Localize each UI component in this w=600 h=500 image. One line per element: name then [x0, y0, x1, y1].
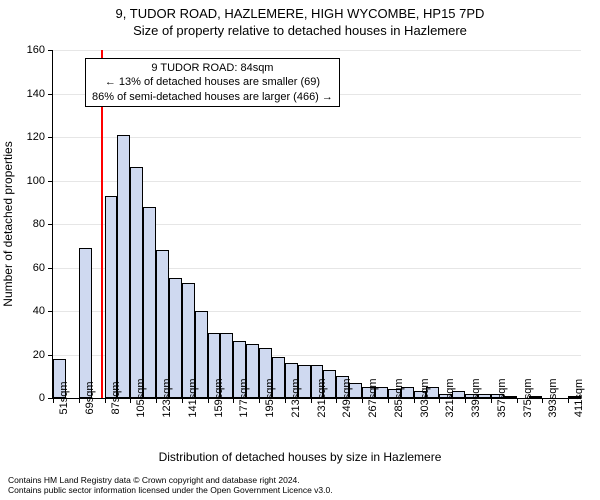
histogram-bar	[105, 196, 118, 398]
page-subtitle: Size of property relative to detached ho…	[0, 21, 600, 38]
x-tick-mark	[208, 398, 209, 403]
x-tick-mark	[517, 398, 518, 403]
footer-line-2: Contains public sector information licen…	[8, 485, 333, 496]
x-tick-mark	[414, 398, 415, 403]
y-tick-label: 40	[33, 305, 53, 317]
x-tick-label: 159sqm	[211, 378, 225, 417]
x-tick-label: 231sqm	[314, 378, 328, 417]
x-tick-label: 51sqm	[56, 381, 70, 414]
x-tick-label: 321sqm	[442, 378, 456, 417]
y-tick-label: 160	[27, 44, 53, 56]
y-tick-label: 0	[39, 392, 53, 404]
x-tick-label: 87sqm	[108, 381, 122, 414]
x-tick-mark	[439, 398, 440, 403]
x-tick-label: 285sqm	[391, 378, 405, 417]
x-tick-label: 357sqm	[494, 378, 508, 417]
x-tick-mark	[285, 398, 286, 403]
x-tick-label: 105sqm	[133, 378, 147, 417]
x-tick-mark	[182, 398, 183, 403]
x-tick-mark	[336, 398, 337, 403]
y-axis-label: Number of detached properties	[1, 141, 15, 306]
x-tick-label: 69sqm	[82, 381, 96, 414]
x-tick-mark	[465, 398, 466, 403]
histogram-bar	[143, 207, 156, 398]
x-tick-label: 375sqm	[520, 378, 534, 417]
x-tick-label: 303sqm	[417, 378, 431, 417]
x-tick-label: 339sqm	[468, 378, 482, 417]
x-tick-mark	[542, 398, 543, 403]
y-tick-label: 140	[27, 88, 53, 100]
y-tick-label: 20	[33, 349, 53, 361]
x-tick-mark	[259, 398, 260, 403]
x-tick-label: 141sqm	[185, 378, 199, 417]
x-tick-label: 267sqm	[365, 378, 379, 417]
plot-area: 02040608010012014016051sqm69sqm87sqm105s…	[52, 50, 581, 399]
footer-line-1: Contains HM Land Registry data © Crown c…	[8, 475, 333, 486]
x-tick-label: 123sqm	[159, 378, 173, 417]
x-tick-mark	[130, 398, 131, 403]
chart-container: 9, TUDOR ROAD, HAZLEMERE, HIGH WYCOMBE, …	[0, 0, 600, 500]
x-tick-mark	[388, 398, 389, 403]
x-tick-mark	[53, 398, 54, 403]
x-tick-mark	[362, 398, 363, 403]
histogram-bar	[156, 250, 169, 398]
x-tick-label: 249sqm	[339, 378, 353, 417]
annotation-line: 86% of semi-detached houses are larger (…	[92, 90, 333, 104]
x-tick-mark	[79, 398, 80, 403]
x-tick-mark	[311, 398, 312, 403]
y-tick-label: 100	[27, 175, 53, 187]
footer-attribution: Contains HM Land Registry data © Crown c…	[8, 475, 333, 496]
y-tick-label: 60	[33, 262, 53, 274]
x-tick-label: 213sqm	[288, 378, 302, 417]
x-tick-mark	[156, 398, 157, 403]
annotation-line: 9 TUDOR ROAD: 84sqm	[92, 61, 333, 75]
x-tick-label: 195sqm	[262, 378, 276, 417]
x-tick-mark	[105, 398, 106, 403]
histogram-bar	[79, 248, 92, 398]
y-tick-label: 80	[33, 218, 53, 230]
page-title: 9, TUDOR ROAD, HAZLEMERE, HIGH WYCOMBE, …	[0, 0, 600, 21]
x-tick-label: 177sqm	[236, 378, 250, 417]
annotation-line: ← 13% of detached houses are smaller (69…	[92, 75, 333, 89]
x-tick-mark	[568, 398, 569, 403]
histogram-bar	[117, 135, 130, 398]
x-axis-label: Distribution of detached houses by size …	[0, 450, 600, 464]
gridline	[53, 50, 581, 51]
gridline	[53, 137, 581, 138]
x-tick-mark	[491, 398, 492, 403]
x-tick-label: 393sqm	[545, 378, 559, 417]
histogram-bar	[130, 167, 143, 398]
annotation-box: 9 TUDOR ROAD: 84sqm← 13% of detached hou…	[85, 58, 340, 107]
y-tick-label: 120	[27, 131, 53, 143]
x-tick-mark	[233, 398, 234, 403]
x-tick-label: 411sqm	[571, 379, 585, 417]
